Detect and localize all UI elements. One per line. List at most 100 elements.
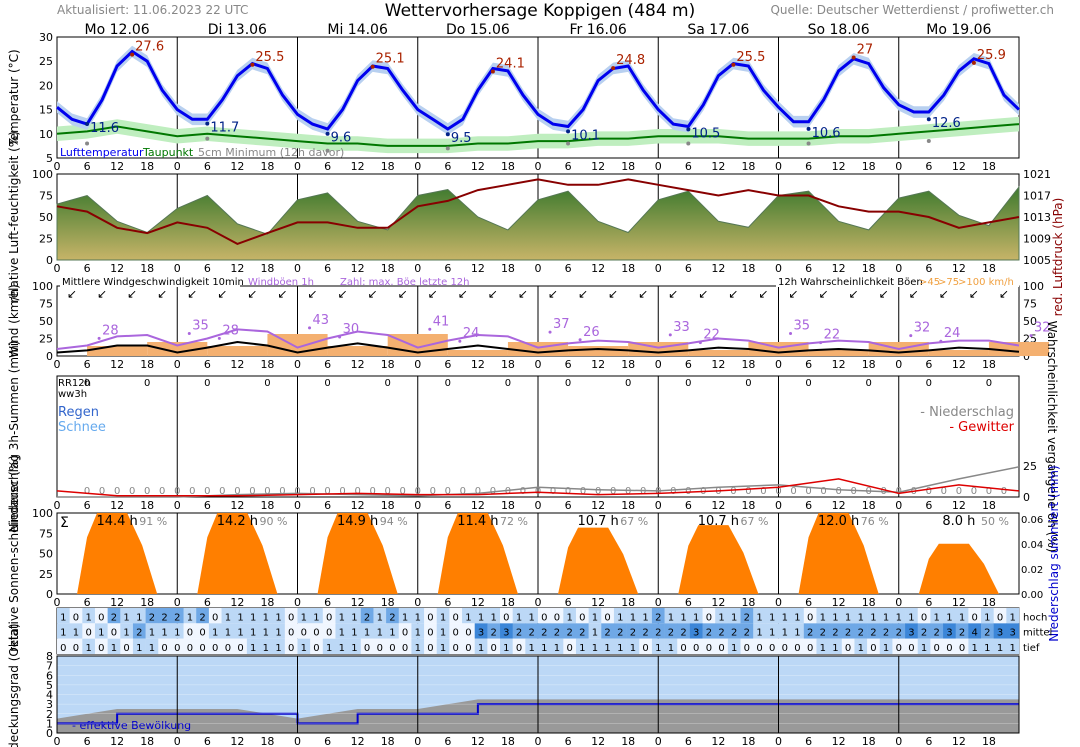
hour-tick-label: 12 [110,735,124,747]
cloud-layer-value: 1 [642,612,648,623]
hour-tick-label: 18 [260,596,274,609]
y-axis-label: Bedeckungsgrad (Okta) [7,623,21,747]
cloud-layer-cell [651,608,665,624]
precip-zero-mark: 0 [805,486,811,497]
hour-tick-label: 0 [414,160,421,173]
cloud-layer-value: 1 [161,628,167,639]
hour-tick-label: 0 [655,160,662,173]
max-gust-point [217,336,221,340]
precip-zero-mark: 0 [354,486,360,497]
y-tick-label: 75 [39,190,53,203]
cloud-layer-cell [348,608,362,624]
hour-tick-label: 6 [925,499,932,512]
max-gust-label: 24 [944,326,961,341]
cloud-layer-value: 0 [503,612,509,623]
hour-tick-label: 6 [204,596,211,609]
cloud-layer-cell [398,608,412,624]
hour-tick-label: 18 [741,160,755,173]
cloud-layer-cell [310,608,324,624]
cloud-layer-cell [715,623,729,639]
cloud-layer-value: 0 [161,643,167,654]
cloud-layer-cell [373,638,387,654]
hour-tick-label: 0 [655,358,662,371]
cloud-layer-value: 1 [617,643,623,654]
cloud-layer-value: 2 [136,628,142,639]
precip-zero-mark: 0 [565,486,571,497]
cloud-layer-cell [601,638,615,654]
cloud-layer-cell [639,638,653,654]
cloud-layer-cell [120,623,134,639]
cloud-layer-cell [94,638,108,654]
cloud-layer-cell [145,608,159,624]
source-label: Quelle: Deutscher Wetterdienst / profiwe… [770,3,1054,17]
wind-direction-arrow: ↙ [368,287,378,301]
cloud-layer-cell [930,623,944,639]
precip-zero-mark: 0 [445,486,451,497]
y-axis-label: Wind (km/h) [7,284,21,358]
wind-line [56,340,1020,354]
hour-tick-label: 12 [230,262,244,275]
tmax-label: 27 [857,43,874,58]
cloud-layer-value: 0 [225,643,231,654]
sun-percent-label: 90 % [260,515,288,528]
precip-zero-mark: 0 [174,486,180,497]
cloud-layer-cell [183,623,197,639]
cloud-layer-cell [424,623,438,639]
hour-tick-label: 12 [110,262,124,275]
cloud-layer-cell [829,623,843,639]
cloud-layer-value: 2 [870,628,876,639]
cloud-layer-cell [158,638,172,654]
hour-tick-label: 6 [204,358,211,371]
cloud-layer-value: 0 [123,643,129,654]
y-tick-label: 25 [39,568,53,581]
cloud-layer-value: 1 [883,612,889,623]
cloud-layer-cell [854,638,868,654]
cloud-layer-value: 2 [744,612,750,623]
hour-tick-label: 6 [324,160,331,173]
hour-tick-label: 18 [862,735,876,747]
precip-zero-mark: 0 [760,486,766,497]
cloud-layer-cell [601,623,615,639]
hour-tick-label: 0 [775,735,782,747]
hour-tick-label: 6 [925,160,932,173]
cloud-layer-value: 4 [972,628,978,639]
max-gust-point [458,339,462,343]
precip-zero-mark: 0 [339,486,345,497]
y2-tick-label: 0.04 [1021,540,1043,551]
cloud-layer-cell [246,638,260,654]
hour-tick-label: 18 [741,596,755,609]
sun-hours-label: 10.7 h [698,514,739,529]
hour-tick-label: 12 [351,499,365,512]
cloud-layer-value: 0 [212,643,218,654]
hour-tick-label: 12 [832,499,846,512]
hour-tick-label: 0 [54,160,61,173]
hour-tick-label: 18 [621,499,635,512]
hour-tick-label: 0 [775,596,782,609]
cloud-layer-value: 1 [351,643,357,654]
hour-tick-label: 12 [110,358,124,371]
cloud-layer-value: 0 [693,643,699,654]
tmin-label: 10.5 [691,126,720,141]
wind-direction-arrow: ↙ [578,287,588,301]
cloud-layer-cell [360,608,374,624]
cloud-layer-cell [702,623,716,639]
cloud-layer-value: 1 [832,643,838,654]
cloud-layer-cell [993,608,1007,624]
hour-tick-label: 6 [204,499,211,512]
cloud-layer-value: 1 [883,643,889,654]
cloud-layer-value: 1 [237,628,243,639]
cloud-layer-value: 0 [642,643,648,654]
rr12h-value: 0 [385,378,391,389]
wind-direction-arrow: ↙ [488,287,498,301]
hour-tick-label: 6 [444,596,451,609]
cloud-layer-cell [297,638,311,654]
hour-tick-label: 12 [711,596,725,609]
cloud-layer-cell [196,638,210,654]
cloud-layer-cell [94,608,108,624]
legend-prob-75: >75 [938,277,959,288]
rr12h-value: 0 [144,378,150,389]
cloud-layer-cell [322,608,336,624]
sun-percent-label: 50 % [981,515,1009,528]
precip-zero-mark: 0 [956,486,962,497]
wind-direction-arrow: ↙ [67,287,77,301]
